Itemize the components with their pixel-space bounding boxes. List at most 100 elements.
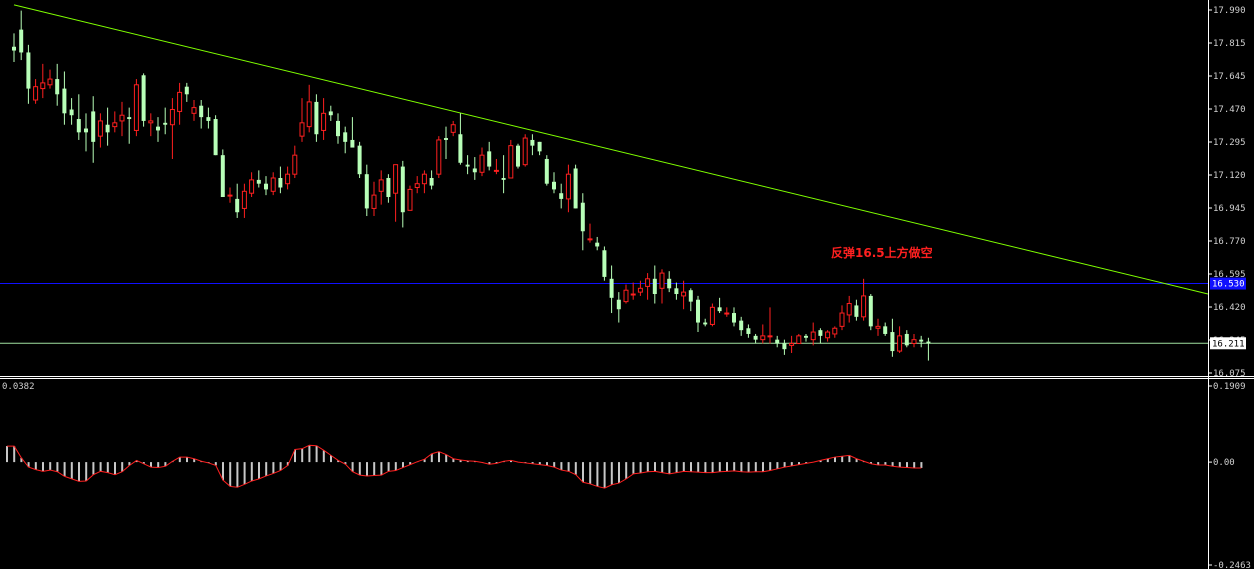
candle-body-down: [775, 339, 780, 344]
candle-body-down: [184, 86, 189, 95]
candle-body-down: [530, 139, 535, 146]
candle-body-up: [191, 107, 197, 114]
price-tick-label: 17.645: [1213, 72, 1246, 82]
price-tick-label: 17.815: [1213, 39, 1246, 49]
candle-body-down: [62, 88, 67, 114]
candle-body-down: [127, 117, 132, 120]
candle-body-up: [292, 154, 298, 175]
candle-body-up: [623, 289, 629, 303]
candle-body-down: [674, 288, 679, 295]
candle-body-down: [357, 145, 362, 175]
candle-body-down: [91, 111, 96, 142]
candle-body-down: [12, 46, 16, 51]
candle-body-down: [602, 250, 607, 277]
candle-body-up: [767, 335, 773, 338]
candle-body-down: [314, 101, 319, 135]
candle-body-up: [393, 164, 399, 194]
candle-body-up: [421, 173, 427, 185]
candle-body-down: [26, 52, 31, 89]
candle-body-up: [97, 120, 103, 137]
candle-body-down: [336, 120, 340, 137]
candle-body-down: [364, 174, 369, 209]
candle-body-down: [400, 166, 405, 213]
candle-body-up: [479, 154, 485, 173]
candle-body-down: [220, 155, 225, 198]
candle-body-up: [33, 86, 39, 101]
candle-body-up: [709, 306, 715, 325]
candle-body-up: [148, 120, 154, 124]
candle-body-down: [595, 242, 600, 247]
signal-line: [6, 444, 922, 489]
candle-body-up: [724, 312, 730, 315]
candle-body-up: [645, 278, 651, 287]
candle-body-up: [133, 84, 139, 131]
candle-body-down: [926, 341, 931, 344]
candle-body-down: [386, 177, 391, 198]
candle-body-up: [565, 173, 571, 200]
candle-body-up: [270, 177, 276, 192]
candle-body-up: [637, 287, 643, 293]
candle-body-up: [112, 122, 118, 128]
candle-body-up: [414, 183, 420, 189]
candle-body-down: [883, 326, 888, 334]
candle-body-down: [472, 168, 477, 173]
candle-body-up: [493, 169, 499, 172]
price-tick-label: 16.770: [1213, 237, 1246, 247]
descending-trendline: [13, 4, 1209, 295]
candle-body-down: [429, 177, 434, 186]
price-tick-label: 16.595: [1213, 270, 1246, 280]
oscillator-panel: [6, 444, 923, 489]
candle-body-down: [696, 299, 700, 323]
candle-body-up: [832, 327, 838, 335]
candle-body-up: [810, 331, 816, 341]
resistance-price-badge-bg: [1210, 277, 1246, 290]
candle-body-down: [667, 278, 672, 289]
candle-body-up: [436, 139, 442, 175]
candle-body-down: [465, 164, 470, 167]
candle-body-down: [444, 138, 448, 140]
candle-body-down: [890, 332, 895, 352]
candle-body-up: [306, 101, 312, 128]
candle-body-down: [919, 339, 924, 342]
candle-body-down: [652, 278, 657, 295]
candle-body-down: [573, 168, 578, 209]
candle-body-down: [703, 322, 708, 325]
candle-body-down: [278, 177, 283, 188]
candle-body-down: [350, 139, 355, 148]
candle-body-up: [659, 272, 665, 289]
candle-body-down: [782, 343, 787, 350]
candle-body-down: [739, 320, 744, 331]
candle-body-down: [76, 119, 81, 133]
candle-body-up: [911, 339, 917, 344]
candle-body-up: [119, 114, 125, 122]
candle-body-up: [897, 335, 903, 352]
candle-body-up: [875, 325, 881, 329]
price-tick-label: 16.420: [1213, 303, 1246, 313]
candle-body-down: [55, 79, 60, 95]
candle-body-down: [213, 119, 218, 156]
candle-body-up: [760, 335, 766, 341]
candle-body-up: [450, 124, 456, 133]
resistance-price-badge: 16.530: [1212, 280, 1245, 290]
candle-body-up: [371, 194, 377, 209]
candle-body-down: [818, 330, 823, 336]
candle-body-down: [537, 141, 542, 152]
candle-body-up: [249, 179, 255, 194]
candle-body-up: [630, 293, 636, 296]
candle-body-up: [861, 295, 867, 318]
candle-body-down: [264, 183, 268, 190]
candle-body-down: [328, 111, 333, 116]
candle-body-down: [487, 151, 492, 167]
candle-body-down: [854, 305, 859, 317]
candle-body-down: [609, 278, 614, 298]
candle-body-up: [789, 342, 795, 346]
candle-body-up: [299, 122, 305, 137]
candle-body-up: [40, 82, 46, 90]
osc-tick-label: 0.00: [1213, 458, 1235, 468]
osc-tick-label: -0.2463: [1213, 561, 1251, 569]
candle-body-down: [19, 29, 24, 53]
candle-body-down: [141, 75, 146, 121]
candle-body-down: [753, 335, 758, 340]
